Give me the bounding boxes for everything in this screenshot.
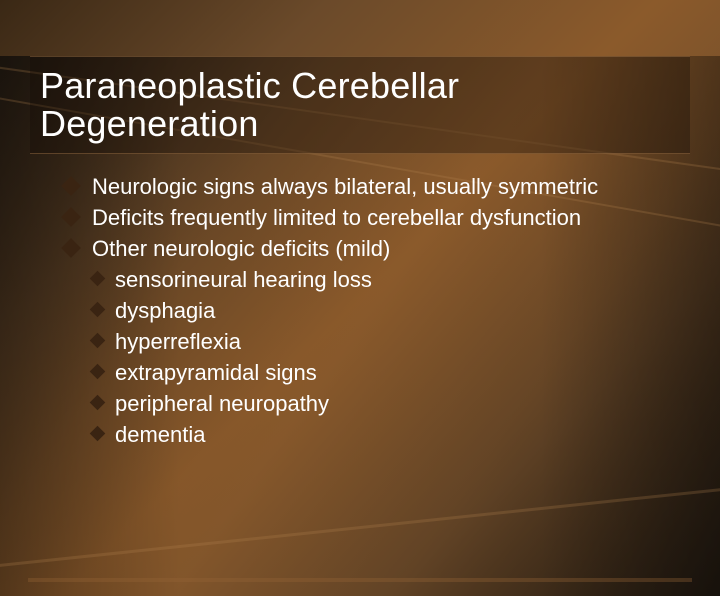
list-item-text: Deficits frequently limited to cerebella…	[92, 203, 581, 232]
diamond-bullet-icon	[90, 332, 106, 348]
list-subitem-text: extrapyramidal signs	[115, 358, 317, 387]
list-item-text: Neurologic signs always bilateral, usual…	[92, 172, 598, 201]
list-subitem-text: dysphagia	[115, 296, 215, 325]
diamond-bullet-icon	[61, 176, 81, 196]
list-subitem: sensorineural hearing loss	[92, 265, 720, 294]
diamond-bullet-icon	[90, 270, 106, 286]
list-subitem-text: sensorineural hearing loss	[115, 265, 372, 294]
list-item: Deficits frequently limited to cerebella…	[64, 203, 720, 232]
list-subitem: dementia	[92, 420, 720, 449]
footer-rule	[28, 578, 692, 582]
list-subitem: extrapyramidal signs	[92, 358, 720, 387]
diamond-bullet-icon	[90, 301, 106, 317]
content-area: Neurologic signs always bilateral, usual…	[64, 172, 720, 449]
list-subitem: dysphagia	[92, 296, 720, 325]
list-subitem-text: peripheral neuropathy	[115, 389, 329, 418]
diamond-bullet-icon	[61, 238, 81, 258]
slide-title: Paraneoplastic Cerebellar Degeneration	[40, 67, 680, 143]
list-subitem: peripheral neuropathy	[92, 389, 720, 418]
diamond-bullet-icon	[90, 395, 106, 411]
list-item-text: Other neurologic deficits (mild)	[92, 234, 390, 263]
diamond-bullet-icon	[90, 364, 106, 380]
list-subitem-text: dementia	[115, 420, 206, 449]
diamond-bullet-icon	[90, 426, 106, 442]
diamond-bullet-icon	[61, 207, 81, 227]
list-subitem: hyperreflexia	[92, 327, 720, 356]
title-container: Paraneoplastic Cerebellar Degeneration	[30, 56, 690, 154]
list-item: Neurologic signs always bilateral, usual…	[64, 172, 720, 201]
list-subitem-text: hyperreflexia	[115, 327, 241, 356]
list-item: Other neurologic deficits (mild)	[64, 234, 720, 263]
